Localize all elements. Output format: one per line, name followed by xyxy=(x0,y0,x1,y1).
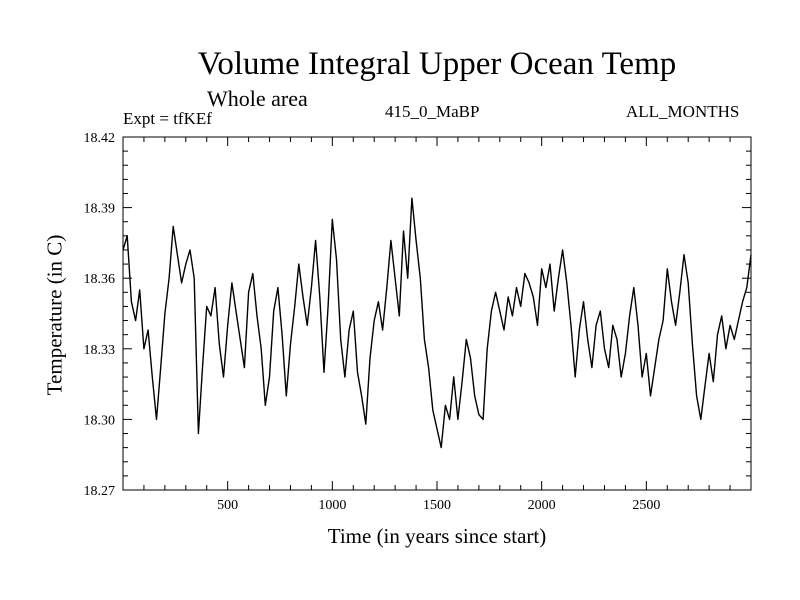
series-line xyxy=(122,197,752,449)
y-tick-label: 18.27 xyxy=(84,484,116,499)
chart-title: Volume Integral Upper Ocean Temp xyxy=(197,46,677,82)
y-tick-label: 18.36 xyxy=(84,272,116,287)
months-label: ALL_MONTHS xyxy=(626,102,740,121)
x-tick-label: 500 xyxy=(217,498,238,513)
y-tick-label: 18.30 xyxy=(84,413,116,428)
x-tick-label: 2500 xyxy=(632,498,660,513)
chart-subtitle: Whole area xyxy=(207,86,308,111)
y-tick-label: 18.39 xyxy=(84,202,116,217)
experiment-label: Expt = tfKEf xyxy=(123,109,212,128)
y-tick-label: 18.42 xyxy=(84,131,116,146)
x-tick-label: 2000 xyxy=(528,498,556,513)
x-tick-label: 1500 xyxy=(423,498,451,513)
run-label: 415_0_MaBP xyxy=(385,102,480,121)
y-tick-label: 18.33 xyxy=(84,343,116,358)
x-tick-label: 1000 xyxy=(318,498,346,513)
x-axis-label: Time (in years since start) xyxy=(327,524,547,548)
